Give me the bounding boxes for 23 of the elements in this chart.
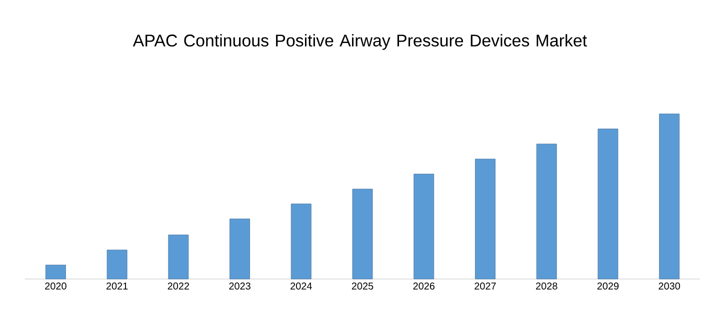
- x-tick-label: 2025: [352, 282, 374, 290]
- bar: [475, 158, 496, 280]
- bar: [230, 218, 250, 280]
- bar: [536, 144, 557, 280]
- chart-title: APAC Continuous Positive Airway Pressure Devices Market: [132, 34, 587, 50]
- bar: [290, 204, 312, 280]
- x-tick-label: 2028: [536, 282, 558, 290]
- x-tick-label: 2029: [597, 282, 619, 290]
- x-tick-label: 2022: [168, 282, 189, 290]
- bar: [106, 250, 128, 280]
- bar: [659, 114, 680, 280]
- bar: [45, 264, 66, 280]
- x-tick-label: 2024: [290, 282, 312, 290]
- bar: [598, 128, 618, 280]
- bar: [168, 234, 189, 280]
- x-tick-label: 2026: [413, 282, 435, 290]
- bar: [352, 188, 373, 280]
- x-tick-label: 2021: [106, 282, 128, 290]
- bar: [414, 174, 434, 280]
- x-tick-label: 2030: [658, 282, 680, 290]
- x-tick-label: 2020: [45, 282, 66, 290]
- x-tick-label: 2023: [229, 282, 250, 290]
- x-tick-label: 2027: [474, 282, 496, 290]
